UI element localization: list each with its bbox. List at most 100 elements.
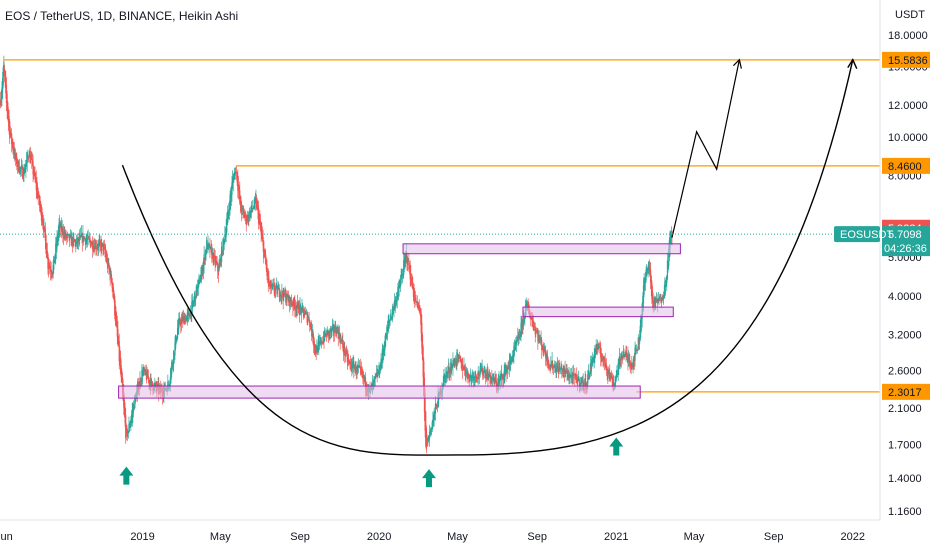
candle-body <box>126 429 128 432</box>
price-tick-label: 2.6000 <box>888 366 922 378</box>
candle-body <box>341 340 343 342</box>
candle-body <box>465 371 467 376</box>
candle-body <box>618 362 620 369</box>
candle-body <box>263 249 265 256</box>
candle-body <box>592 357 594 363</box>
candle-body <box>57 236 59 242</box>
candle-body <box>246 219 248 222</box>
candle-body <box>94 243 96 249</box>
candle-body <box>601 357 603 361</box>
candle-body <box>664 280 667 288</box>
candle-body <box>507 367 509 369</box>
candle-body <box>487 374 489 381</box>
candle-body <box>114 296 116 316</box>
price-axis[interactable]: 1.1600 1.4000 1.7000 2.1000 2.6000 3.2000 4.00… <box>834 0 932 550</box>
candle-body <box>109 269 111 281</box>
candle-body <box>389 318 391 322</box>
candle-body <box>377 371 379 376</box>
candle-body <box>221 246 223 262</box>
candle-body <box>603 355 605 359</box>
candle-body <box>640 314 643 324</box>
candle-body <box>392 309 394 311</box>
candle-body <box>382 351 384 356</box>
candle-body <box>234 167 236 176</box>
candle-body <box>386 326 388 338</box>
candle-body <box>456 352 458 363</box>
candle-body <box>521 325 523 328</box>
curves-layer <box>121 58 858 456</box>
candle-body <box>77 237 80 242</box>
candle-body <box>648 265 650 270</box>
candle-body <box>580 383 582 385</box>
candle-body <box>471 375 474 379</box>
candle-body <box>74 240 76 243</box>
candle-body <box>650 270 652 283</box>
candle-body <box>423 361 425 397</box>
candle-body <box>16 157 18 168</box>
time-tick-label: May <box>210 531 231 543</box>
candle-body <box>145 371 148 381</box>
candle-body <box>214 255 216 265</box>
candle-body <box>218 265 220 272</box>
candle-body <box>212 253 214 263</box>
candle-body <box>198 277 200 285</box>
candle-body <box>546 353 548 358</box>
candle-body <box>521 320 523 330</box>
candle-body <box>645 269 647 281</box>
candle-body <box>390 315 392 321</box>
candle-body <box>327 330 329 333</box>
candle-body <box>147 373 149 379</box>
candle-body <box>130 414 133 423</box>
candle-body <box>395 299 397 305</box>
candle-body <box>29 154 32 163</box>
candle-body <box>245 215 247 225</box>
candle-body <box>526 301 528 306</box>
candle-body <box>393 304 395 311</box>
candle-body <box>503 371 505 379</box>
candle-body <box>170 367 172 380</box>
candle-body <box>515 343 517 346</box>
candle-body <box>9 121 11 139</box>
candle-body <box>388 321 390 326</box>
candle-body <box>219 261 221 269</box>
candle-body <box>33 167 35 176</box>
candle-body <box>203 254 205 266</box>
candle-body <box>589 362 591 375</box>
candle-body <box>92 246 94 250</box>
candle-body <box>558 365 560 371</box>
candle-body <box>31 159 34 163</box>
candle-body <box>43 226 45 227</box>
candle-body <box>171 362 173 368</box>
candle-body <box>204 259 206 261</box>
candle-body <box>250 205 253 213</box>
time-tick-label: Sep <box>290 531 310 543</box>
candle-body <box>5 84 8 104</box>
candle-body <box>401 273 403 280</box>
candle-body <box>174 342 176 356</box>
time-axis[interactable]: Jun 2019 May Sep 2020 May Sep 2021 May Sep 2022 <box>0 519 932 550</box>
candle-body <box>144 368 146 371</box>
candle-body <box>251 208 253 210</box>
candle-body <box>593 354 595 360</box>
candle-body <box>191 301 193 315</box>
candle-body <box>506 366 508 371</box>
price-tick-label: 2.1000 <box>888 403 922 415</box>
candle-body <box>662 297 664 301</box>
candle-body <box>581 381 583 383</box>
candle-body <box>292 303 294 308</box>
candle-body <box>294 306 297 309</box>
candle-body <box>484 371 486 373</box>
candle-body <box>332 325 334 328</box>
candle-body <box>405 253 407 261</box>
candle-body <box>472 375 474 377</box>
candle-body <box>494 378 496 382</box>
candle-body <box>315 350 317 355</box>
candle-body <box>469 377 471 380</box>
candle-body <box>620 358 622 360</box>
candle-body <box>639 325 641 341</box>
candle-body <box>287 296 289 302</box>
candle-body <box>653 302 655 304</box>
candle-body <box>104 247 106 255</box>
candle-body <box>635 349 637 352</box>
